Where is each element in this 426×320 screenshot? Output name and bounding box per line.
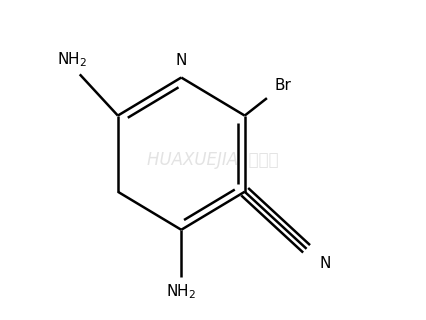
Text: HUAXUEJIA  化学加: HUAXUEJIA 化学加 bbox=[147, 151, 279, 169]
Text: Br: Br bbox=[275, 78, 292, 93]
Text: NH$_2$: NH$_2$ bbox=[57, 51, 87, 69]
Text: N: N bbox=[319, 256, 331, 271]
Text: NH$_2$: NH$_2$ bbox=[166, 282, 196, 301]
Text: N: N bbox=[176, 52, 187, 68]
